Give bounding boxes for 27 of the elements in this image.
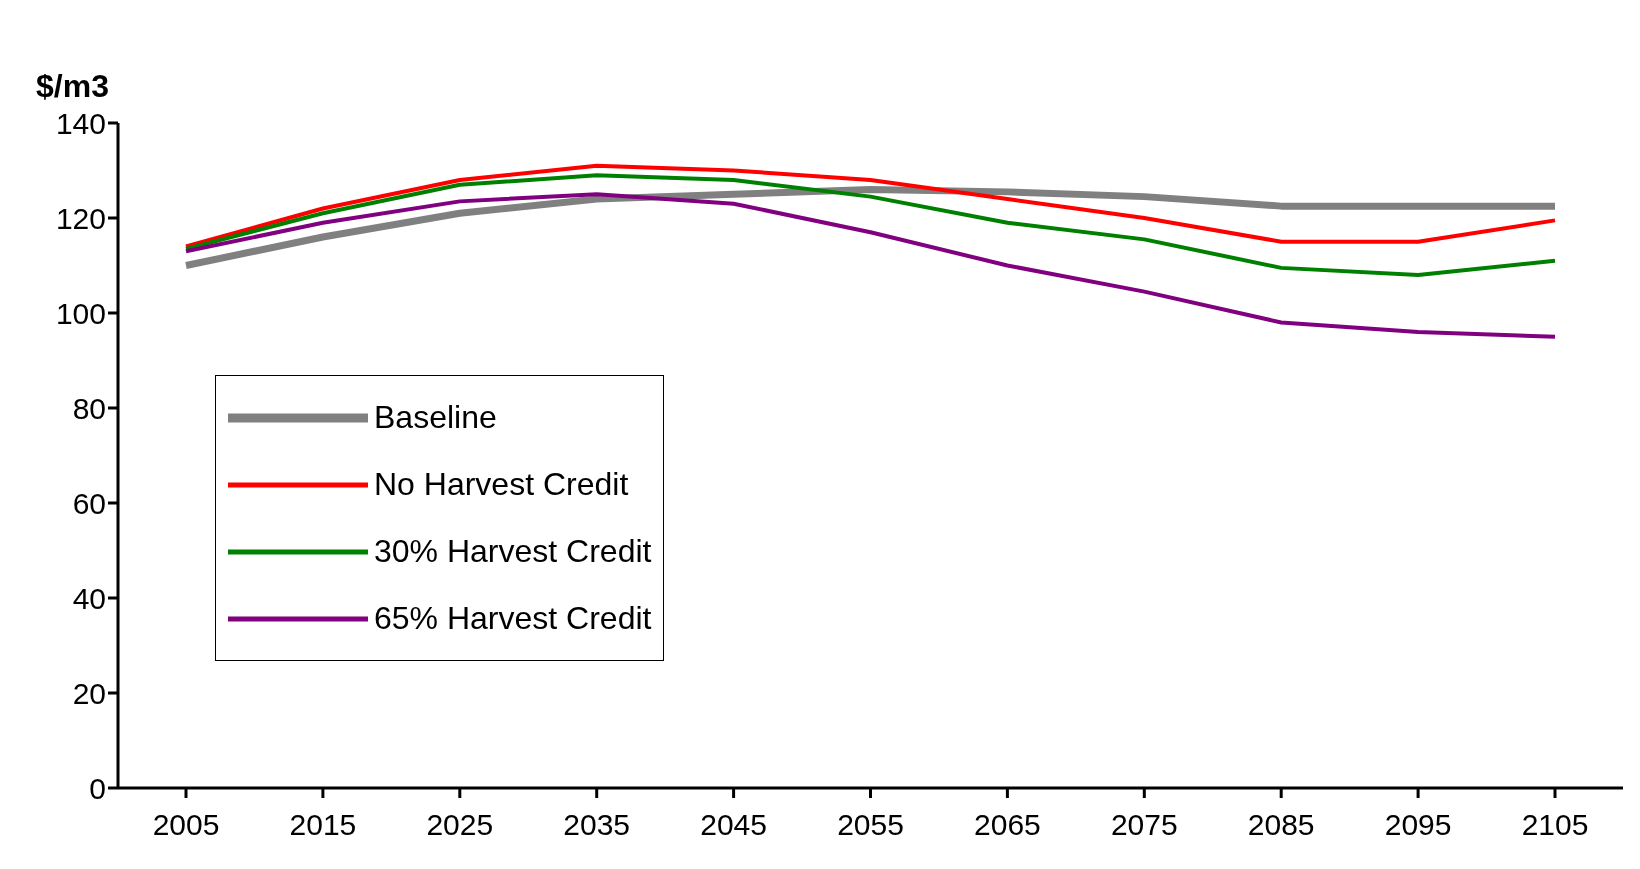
y-tick-label: 20 <box>72 676 106 710</box>
y-tick-label: 80 <box>72 391 106 425</box>
x-tick-label: 2065 <box>974 808 1041 842</box>
y-tick-label: 0 <box>89 771 106 805</box>
legend-label: 30% Harvest Credit <box>374 533 652 570</box>
x-tick-label: 2055 <box>837 808 904 842</box>
legend-label: No Harvest Credit <box>374 466 629 503</box>
x-tick-label: 2045 <box>700 808 767 842</box>
line-series <box>184 173 1557 277</box>
x-tick-label: 2085 <box>1247 808 1315 842</box>
y-axis-title: $/m3 <box>36 68 109 105</box>
legend-label: 65% Harvest Credit <box>374 600 652 637</box>
x-tick-label: 2015 <box>289 808 357 842</box>
x-tick-label: 2105 <box>1521 808 1589 842</box>
line-series <box>184 163 1557 249</box>
y-tick-label: 40 <box>72 581 106 615</box>
x-tick-label: 2095 <box>1384 808 1452 842</box>
line-series <box>184 192 1557 339</box>
x-tick-label: 2035 <box>563 808 631 842</box>
y-tick-label: 120 <box>55 201 106 235</box>
x-tick-label: 2025 <box>426 808 494 842</box>
y-tick-label: 60 <box>72 486 106 520</box>
legend-label: Baseline <box>374 399 497 436</box>
x-tick-label: 2005 <box>152 808 220 842</box>
x-tick-label: 2075 <box>1110 808 1178 842</box>
y-tick-label: 140 <box>55 106 106 140</box>
y-tick-label: 100 <box>55 296 106 330</box>
